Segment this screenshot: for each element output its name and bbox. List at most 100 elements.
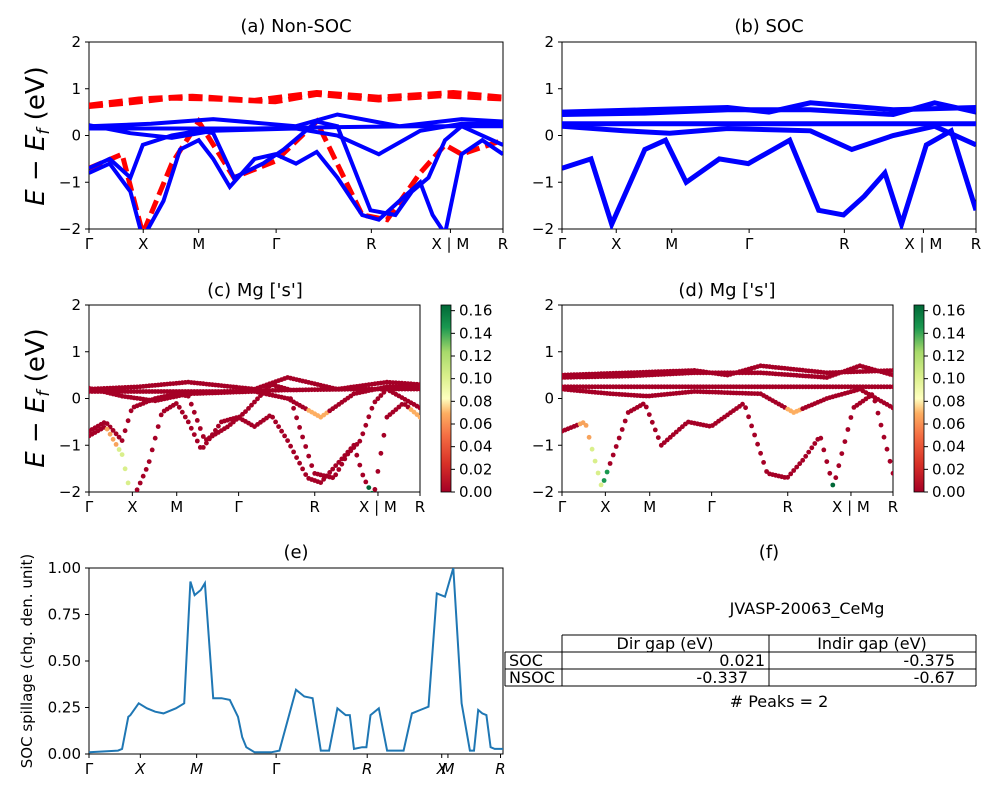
scatter-point — [276, 424, 281, 429]
band-line — [89, 121, 503, 157]
scatter-point — [619, 427, 625, 432]
band-line-soc — [562, 127, 976, 229]
xtick-label: M — [192, 235, 205, 253]
colorbar-label: 0.02 — [932, 460, 965, 478]
scatter-point — [381, 389, 387, 395]
scatter-point — [890, 368, 893, 373]
band-line-soc — [562, 123, 976, 153]
scatter-point — [583, 423, 589, 428]
ytick-label: 2 — [544, 296, 554, 314]
colorbar-label: 0.04 — [932, 438, 965, 456]
scatter-point — [869, 392, 875, 398]
panel-a-title: (a) Non-SOC — [240, 16, 351, 37]
colorbar-c — [440, 304, 452, 493]
scatter-point — [755, 441, 760, 447]
scatter-point — [372, 487, 378, 492]
scatter-point — [285, 386, 290, 392]
scatter-point — [327, 470, 333, 475]
scatter-point — [297, 460, 302, 466]
ytick-label: 1 — [544, 343, 554, 361]
scatter-point — [261, 390, 266, 395]
scatter-point — [378, 393, 384, 398]
panel-e-title: (e) — [283, 542, 308, 563]
scatter-point — [125, 480, 131, 486]
scatter-point — [652, 427, 658, 433]
scatter-point — [369, 405, 375, 411]
scatter-point — [616, 435, 622, 441]
xtick-label: R — [971, 235, 981, 253]
ytick-label: −1 — [532, 173, 554, 191]
scatter-point — [152, 435, 158, 441]
panel-b-title: (b) SOC — [734, 16, 803, 37]
scatter-point — [173, 401, 179, 406]
scatter-point — [378, 450, 384, 456]
scatter-point — [372, 399, 378, 405]
scatter-point — [113, 431, 119, 437]
table-header-dir: Dir gap (eV) — [617, 634, 714, 653]
ytick-label: −1 — [59, 436, 81, 454]
scatter-point — [333, 463, 339, 468]
scatter-point — [104, 421, 110, 426]
scatter-point — [797, 461, 803, 467]
scatter-point — [107, 431, 113, 437]
scatter-point — [360, 472, 366, 478]
scatter-point — [300, 434, 305, 440]
scatter-point — [788, 471, 794, 477]
scatter-point — [243, 409, 248, 414]
table-row-label: NSOC — [509, 668, 555, 687]
scatter-point — [586, 434, 592, 440]
scatter-point — [824, 459, 830, 464]
xtick-label: Γ — [85, 760, 94, 778]
panel-c-points — [89, 375, 420, 492]
scatter-point — [149, 447, 155, 453]
xtick-label: R — [366, 235, 376, 253]
scatter-point — [592, 458, 598, 464]
scatter-point — [351, 442, 357, 448]
ytick-label: −2 — [532, 220, 554, 238]
scatter-point — [185, 393, 191, 399]
scatter-point — [210, 432, 215, 437]
scatter-point — [122, 428, 128, 434]
scatter-point — [833, 475, 839, 481]
scatter-point — [134, 487, 140, 492]
colorbar-label: 0.06 — [459, 415, 492, 433]
scatter-point — [143, 467, 149, 472]
xtick-label: X — [436, 760, 448, 778]
scatter-point — [878, 422, 884, 428]
colorbar-label: 0.08 — [932, 392, 965, 410]
colorbar-label: 0.02 — [459, 460, 492, 478]
peaks-count: # Peaks = 2 — [730, 692, 829, 711]
scatter-point — [839, 451, 845, 456]
scatter-point — [207, 436, 212, 442]
table-row-label: SOC — [509, 651, 543, 670]
ytick-label: 2 — [71, 296, 81, 314]
colorbar-d — [913, 304, 925, 493]
band-line — [89, 119, 503, 218]
scatter-point — [646, 412, 652, 417]
scatter-point — [110, 428, 116, 433]
xtick-label: M — [643, 498, 656, 516]
colorbar-label: 0.12 — [459, 347, 492, 365]
ytick-label: −1 — [532, 436, 554, 454]
scatter-point — [137, 480, 143, 486]
ytick-label: 1 — [71, 343, 81, 361]
panel-f-title: (f) — [759, 542, 779, 563]
xtick-label: R — [839, 235, 849, 253]
scatter-point — [140, 473, 146, 479]
scatter-point — [601, 478, 607, 483]
xtick-label: X | M — [359, 498, 397, 516]
table-header-indir: Indir gap (eV) — [817, 634, 927, 653]
scatter-point — [589, 446, 595, 452]
xtick-label: R — [362, 760, 372, 778]
colorbar-label: 0.12 — [932, 347, 965, 365]
scatter-point — [649, 419, 655, 425]
scatter-point — [125, 418, 131, 424]
table-cell: -0.67 — [914, 668, 955, 687]
scatter-point — [348, 446, 354, 452]
scatter-point — [417, 384, 420, 390]
scatter-point — [188, 401, 194, 407]
scatter-point — [890, 384, 893, 390]
scatter-point — [803, 453, 809, 459]
scatter-point — [216, 423, 221, 429]
